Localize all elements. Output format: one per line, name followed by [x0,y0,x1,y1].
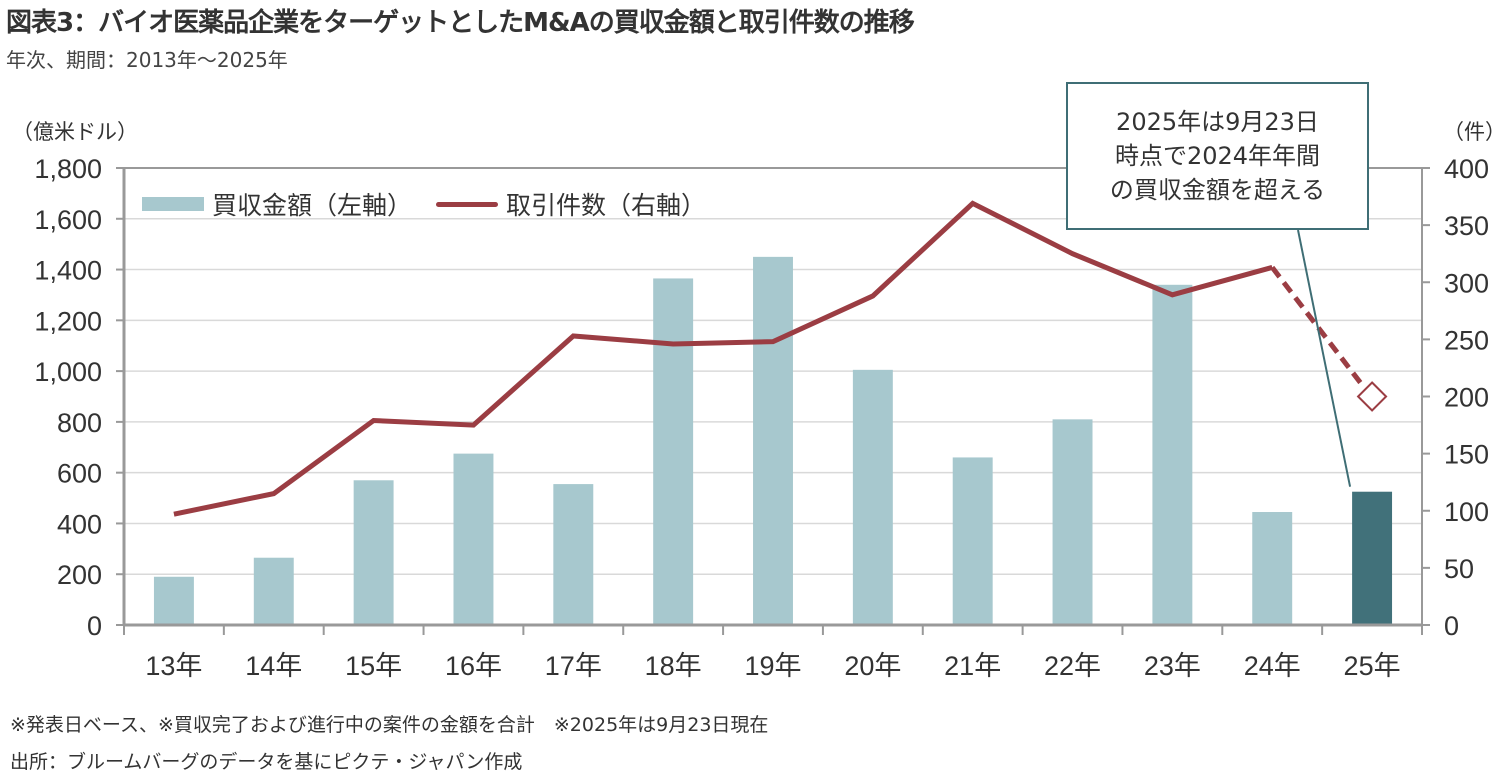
legend-label-amount: 買収金額（左軸） [212,191,413,220]
chart-subtitle: 年次、期間：2013年～2025年 [6,48,288,72]
bar-18年 [653,278,694,625]
x-axis-tick-label: 20年 [844,651,901,681]
bar-23年 [1152,284,1193,625]
x-axis-tick-label: 23年 [1144,651,1201,681]
callout-line-3: の買収金額を超える [1109,176,1326,204]
line-count-dashed [1270,265,1367,390]
legend: 買収金額（左軸） 取引件数（右軸） [142,186,706,222]
right-axis-tick-label: 50 [1444,554,1474,584]
x-axis-tick-label: 13年 [145,651,202,681]
right-axis-tick-label: 300 [1444,268,1489,298]
left-axis-tick-label: 1,200 [34,306,102,336]
bar-22年 [1052,419,1093,625]
x-axis-tick-label: 18年 [645,651,702,681]
bar-15年 [353,480,394,625]
bar-19年 [753,256,793,625]
left-axis-tick-label: 0 [87,611,102,641]
callout-line-1: 2025年は9月23日 [1116,108,1319,136]
footnote: ※発表日ベース、※買収完了および進行中の案件の金額を合計 ※2025年は9月23… [10,714,769,736]
right-axis-tick-label: 350 [1444,211,1489,241]
bar-20年 [852,369,893,625]
left-axis-tick-label: 1,400 [34,256,102,286]
right-axis-tick-label: 200 [1444,383,1489,413]
left-axis-tick-label: 400 [57,509,102,539]
bar-25年 [1352,491,1393,625]
left-axis-unit-label: （億米ドル） [12,120,138,144]
line-count-solid [173,200,1273,517]
bar-14年 [253,557,294,625]
x-axis-tick-label: 14年 [245,651,302,681]
bar-16年 [453,453,494,625]
legend-swatch-line [436,201,499,207]
x-axis-tick-label: 24年 [1244,651,1301,681]
left-axis-tick-label: 800 [57,408,102,438]
x-axis-tick-label: 22年 [1044,651,1101,681]
left-axis-tick-label: 600 [57,459,102,489]
right-axis-unit-label: （件） [1443,120,1505,144]
callout-pointer-line [1297,229,1352,487]
x-axis-tick-label: 25年 [1344,651,1401,681]
right-axis-tick-label: 150 [1444,440,1489,470]
right-axis-tick-label: 400 [1444,154,1489,184]
bar-21年 [952,457,993,625]
callout-line-2: 時点で2024年年間 [1114,142,1321,170]
left-axis-tick-label: 1,800 [34,154,102,184]
right-axis-tick-label: 250 [1444,325,1489,355]
x-axis-tick-label: 19年 [744,651,801,681]
annotation-callout: 2025年は9月23日 時点で2024年年間 の買収金額を超える [1066,82,1369,230]
left-axis-tick-label: 1,000 [34,357,102,387]
bar-17年 [553,484,594,625]
source-note: 出所：ブルームバーグのデータを基にピクテ・ジャパン作成 [10,751,523,773]
line-series [173,200,1388,517]
bar-13年 [153,576,194,625]
x-axis-tick-label: 21年 [944,651,1001,681]
left-axis-tick-label: 200 [57,560,102,590]
right-axis-tick-label: 100 [1444,497,1489,527]
legend-swatch-bar [142,197,204,211]
x-axis-tick-label: 17年 [545,651,602,681]
tick-labels: 0 200 400 600 800 1,000 1,200 1,400 1,600 1,800 0 5… [34,154,1489,681]
right-axis-tick-label: 0 [1444,611,1459,641]
left-axis-tick-label: 1,600 [34,205,102,235]
legend-label-count: 取引件数（右軸） [506,191,707,220]
chart-title: 図表3：バイオ医薬品企業をターゲットとしたM&Aの買収金額と取引件数の推移 [6,8,915,38]
bar-24年 [1252,512,1293,625]
x-axis-tick-label: 16年 [445,651,502,681]
bar-series [153,256,1393,625]
line-point-marker-25 [1356,381,1388,412]
x-axis-tick-label: 15年 [345,651,402,681]
